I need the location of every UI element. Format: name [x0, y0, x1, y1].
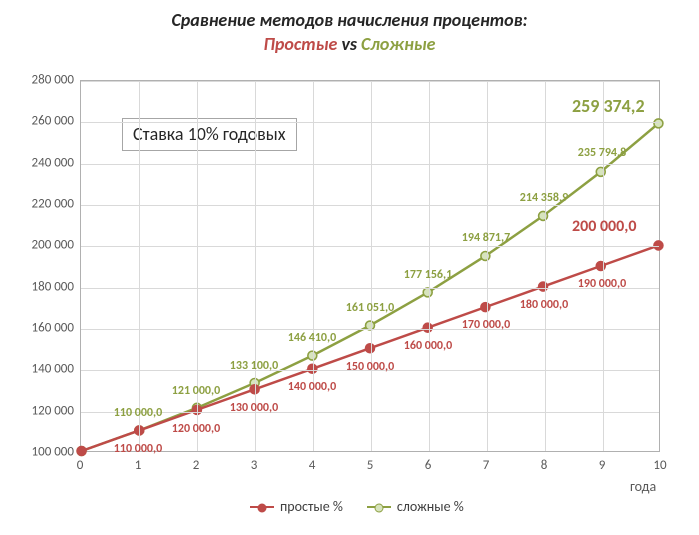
- y-tick-label: 160 000: [4, 321, 74, 336]
- subtitle-simple: Простые: [264, 33, 338, 55]
- data-label-simple: 180 000,0: [520, 299, 568, 311]
- end-label-compound: 259 374,2: [572, 95, 645, 117]
- series-marker-compound: [654, 119, 663, 128]
- data-label-compound: 121 000,0: [172, 385, 220, 397]
- y-tick-label: 180 000: [4, 279, 74, 294]
- y-tick-label: 100 000: [4, 445, 74, 460]
- data-label-compound: 235 794,8: [578, 147, 626, 159]
- series-marker-simple: [366, 344, 375, 353]
- data-label-simple: 190 000,0: [578, 278, 626, 290]
- data-label-simple: 170 000,0: [462, 319, 510, 331]
- series-marker-compound: [481, 252, 490, 261]
- gridline-h: [81, 164, 659, 165]
- y-tick-label: 240 000: [4, 155, 74, 170]
- y-tick-label: 200 000: [4, 238, 74, 253]
- y-tick-label: 260 000: [4, 114, 74, 129]
- legend-label-simple: простые %: [280, 498, 343, 515]
- y-tick-label: 120 000: [4, 403, 74, 418]
- gridline-v: [313, 81, 314, 451]
- gridline-v: [603, 81, 604, 451]
- chart-subtitle: Простые vs Сложные: [0, 32, 699, 56]
- series-marker-simple: [539, 282, 548, 291]
- x-tick-label: 7: [483, 458, 490, 473]
- x-tick-label: 2: [193, 458, 200, 473]
- chart-title-line1: Сравнение методов начисления процентов:: [0, 8, 699, 32]
- end-label-simple: 200 000,0: [572, 217, 637, 236]
- data-label-compound: 194 871,7: [462, 232, 510, 244]
- series-marker-simple: [423, 323, 432, 332]
- gridline-h: [81, 246, 659, 247]
- series-marker-simple: [481, 303, 490, 312]
- data-label-compound: 133 100,0: [230, 360, 278, 372]
- data-label-compound: 177 156,1: [404, 269, 452, 281]
- x-axis-title: года: [630, 478, 656, 495]
- gridline-v: [255, 81, 256, 451]
- series-marker-simple: [77, 447, 86, 456]
- gridline-v: [429, 81, 430, 451]
- x-tick-label: 9: [599, 458, 606, 473]
- data-label-simple: 120 000,0: [172, 423, 220, 435]
- chart-svg: [81, 81, 659, 451]
- data-label-simple: 110 000,0: [114, 443, 162, 455]
- data-label-compound: 161 051,0: [346, 302, 394, 314]
- gridline-h: [81, 412, 659, 413]
- legend-item-compound: сложные %: [367, 498, 464, 515]
- x-tick-label: 1: [135, 458, 142, 473]
- x-tick-label: 6: [425, 458, 432, 473]
- chart-title-block: Сравнение методов начисления процентов: …: [0, 8, 699, 57]
- data-label-simple: 150 000,0: [346, 361, 394, 373]
- gridline-h: [81, 122, 659, 123]
- legend-swatch-compound: [367, 506, 391, 508]
- data-label-simple: 140 000,0: [288, 381, 336, 393]
- legend-swatch-simple: [250, 506, 274, 508]
- data-label-simple: 160 000,0: [404, 340, 452, 352]
- legend-item-simple: простые %: [250, 498, 343, 515]
- gridline-v: [139, 81, 140, 451]
- gridline-h: [81, 288, 659, 289]
- series-marker-compound: [539, 211, 548, 220]
- gridline-v: [545, 81, 546, 451]
- gridline-h: [81, 329, 659, 330]
- gridline-h: [81, 81, 659, 82]
- x-tick-label: 10: [653, 458, 666, 473]
- y-tick-label: 280 000: [4, 73, 74, 88]
- gridline-v: [371, 81, 372, 451]
- legend: простые % сложные %: [250, 498, 464, 515]
- subtitle-vs: vs: [341, 33, 357, 55]
- x-tick-label: 0: [77, 458, 84, 473]
- data-label-compound: 110 000,0: [114, 407, 162, 419]
- data-label-compound: 146 410,0: [288, 332, 336, 344]
- legend-label-compound: сложные %: [397, 498, 464, 515]
- data-label-simple: 130 000,0: [230, 402, 278, 414]
- data-label-compound: 214 358,9: [520, 192, 568, 204]
- chart-container: Сравнение методов начисления процентов: …: [0, 0, 699, 535]
- subtitle-compound: Сложные: [361, 33, 435, 55]
- x-tick-label: 8: [541, 458, 548, 473]
- gridline-h: [81, 205, 659, 206]
- x-tick-label: 3: [251, 458, 258, 473]
- y-tick-label: 220 000: [4, 197, 74, 212]
- y-tick-label: 140 000: [4, 362, 74, 377]
- series-marker-compound: [423, 288, 432, 297]
- x-tick-label: 5: [367, 458, 374, 473]
- x-tick-label: 4: [309, 458, 316, 473]
- gridline-v: [487, 81, 488, 451]
- plot-area: [80, 80, 660, 452]
